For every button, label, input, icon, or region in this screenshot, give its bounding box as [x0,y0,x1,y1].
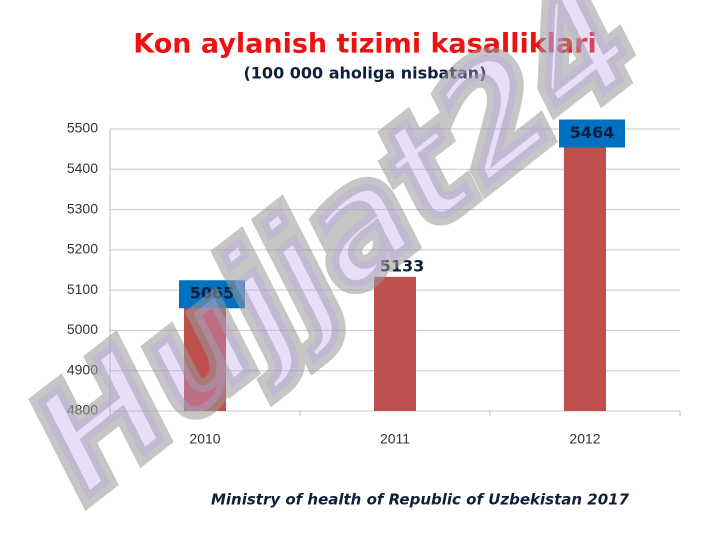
chart-subtitle: (100 000 aholiga nisbatan) [243,64,486,83]
value-label-box [179,280,245,309]
bar [564,143,606,411]
chart-title: Kon aylanish tizimi kasalliklari [133,29,596,60]
bar [184,304,226,411]
value-label: 5133 [380,256,425,275]
y-tick-label: 5200 [67,241,98,257]
value-label: 5464 [570,123,615,142]
y-tick-label: 5400 [67,160,98,176]
y-tick-label: 4900 [67,361,98,377]
y-tick-label: 5500 [67,120,98,136]
value-label-box [559,119,625,148]
y-tick-label: 5000 [67,321,98,337]
value-label: 5065 [190,284,235,303]
source-note: Ministry of health of Republic of Uzbeki… [211,491,630,509]
x-tick-label: 2010 [189,431,220,447]
x-tick-label: 2011 [380,431,410,447]
x-tick-label: 2012 [569,431,600,447]
bar [374,276,416,411]
y-tick-label: 5300 [67,200,98,216]
y-tick-label: 4800 [67,402,98,418]
y-tick-label: 5100 [67,281,98,297]
